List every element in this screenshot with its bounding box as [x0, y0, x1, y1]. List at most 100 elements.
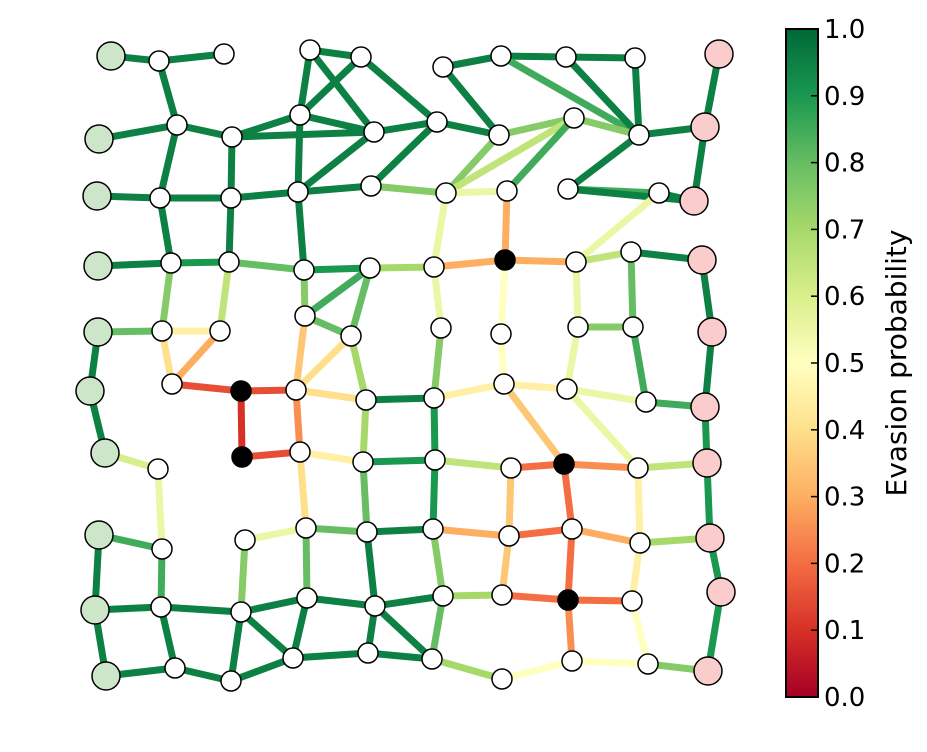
plain-node — [220, 187, 242, 209]
graph-edge — [430, 189, 450, 271]
graph-edge — [294, 128, 378, 196]
plain-node — [352, 451, 374, 473]
blocked-node — [230, 380, 252, 402]
plain-node — [488, 124, 510, 146]
plain-node — [294, 305, 316, 327]
colorbar-tick-label: 0.2 — [824, 549, 865, 579]
plain-node — [557, 178, 579, 200]
graph-edge — [429, 456, 439, 533]
blocked-node — [553, 453, 575, 475]
graph-edge — [563, 385, 642, 472]
target-node — [690, 392, 720, 422]
graph-edge — [629, 323, 650, 406]
plain-node — [621, 590, 643, 612]
graph-edge — [439, 63, 503, 139]
graph-edge — [156, 194, 175, 267]
graph-edge — [431, 456, 515, 472]
target-node — [697, 317, 727, 347]
graph-edge — [562, 53, 639, 62]
graph-edge — [634, 464, 644, 547]
graph-edge — [227, 188, 302, 202]
graph-edge — [500, 380, 568, 468]
plain-node — [149, 187, 171, 209]
graph-edge — [568, 525, 644, 547]
plain-node — [567, 316, 589, 338]
source-node — [80, 595, 110, 625]
graph-edge — [428, 655, 506, 683]
plain-node — [357, 642, 379, 664]
colorbar-tick-label: 0.1 — [824, 616, 865, 646]
plain-node — [296, 587, 318, 609]
plain-node — [490, 323, 512, 345]
target-node — [687, 245, 717, 275]
plain-node — [629, 532, 651, 554]
blocked-node — [231, 446, 253, 468]
colorbar-tick-label: 0.4 — [824, 416, 865, 446]
graph-edge — [228, 111, 304, 141]
graph-edge — [227, 608, 245, 685]
graph-edge — [168, 327, 224, 388]
plain-node — [164, 657, 186, 679]
plain-node — [221, 126, 243, 148]
plain-node — [148, 50, 170, 72]
plain-node — [432, 56, 454, 78]
graph-edge — [560, 460, 642, 472]
plain-node — [491, 584, 513, 606]
source-node — [91, 661, 121, 691]
plain-node — [299, 39, 321, 61]
blocked-node — [494, 249, 516, 271]
plain-node — [166, 114, 188, 136]
colorbar-label: Evasion probability — [880, 230, 913, 497]
plain-node — [289, 104, 311, 126]
graph-edge — [501, 187, 511, 264]
target-node — [706, 577, 736, 607]
graph-edge — [157, 603, 245, 616]
plain-node — [628, 124, 650, 146]
colorbar-tick-label: 0.9 — [824, 82, 865, 112]
graph-edge — [563, 385, 650, 406]
colorbar-tick-label: 0.5 — [824, 349, 865, 379]
graph-edge — [306, 46, 378, 136]
blocked-node — [557, 589, 579, 611]
graph-edge — [155, 57, 181, 129]
graph-edge — [503, 114, 578, 195]
graph-edge — [497, 52, 643, 139]
plain-node — [635, 391, 657, 413]
plain-node — [622, 316, 644, 338]
colorbar-tick-label: 0.7 — [824, 215, 865, 245]
graph-edge — [292, 312, 309, 394]
graph-edge — [570, 114, 643, 139]
colorbar-ticks: 0.0 0.1 0.2 0.3 0.4 0.5 0.6 0.7 0.8 0.9 1.0 — [811, 15, 865, 713]
source-node — [82, 181, 112, 211]
graph-edge — [359, 458, 371, 536]
target-node — [690, 112, 720, 142]
graph-edge — [430, 324, 445, 402]
graph-edge — [216, 258, 233, 335]
plain-node — [627, 457, 649, 479]
graph-edge — [562, 53, 643, 139]
graph-edge — [430, 380, 508, 402]
plain-node — [160, 252, 182, 274]
graph-edge — [371, 602, 436, 663]
plain-node — [220, 670, 242, 692]
source-node — [90, 438, 120, 468]
graph-edge — [442, 131, 503, 197]
graph-edge — [347, 332, 370, 404]
plain-node — [421, 648, 443, 670]
plain-node — [500, 457, 522, 479]
colorbar-tick-label: 0.6 — [824, 282, 865, 312]
plain-node — [620, 241, 642, 263]
plain-node — [293, 259, 315, 281]
graph-edge — [158, 259, 175, 335]
plain-node — [151, 538, 173, 560]
colorbar-tick-label: 0.0 — [824, 683, 865, 713]
plain-node — [213, 43, 235, 65]
graph-edge — [363, 525, 437, 536]
graph-edge — [227, 654, 297, 685]
graph-edge — [357, 53, 441, 126]
graph-edge — [497, 256, 509, 338]
graph-edge — [362, 394, 438, 404]
graph-edge — [627, 248, 637, 331]
plain-node — [285, 379, 307, 401]
graph-edge — [429, 525, 513, 540]
